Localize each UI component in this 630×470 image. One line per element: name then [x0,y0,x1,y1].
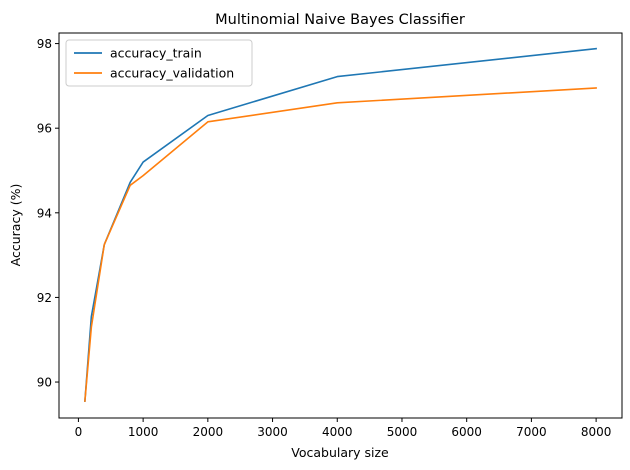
legend-label: accuracy_validation [110,66,234,81]
x-tick-label: 0 [75,425,83,439]
legend-box [65,39,253,87]
y-tick-label: 94 [37,206,52,220]
x-tick-label: 5000 [387,425,418,439]
chart-title: Multinomial Naive Bayes Classifier [215,12,465,28]
x-tick-label: 6000 [451,425,482,439]
legend-label: accuracy_train [110,46,202,61]
series-line-accuracy-train [84,47,597,402]
x-tick-label: 1000 [128,425,159,439]
y-tick-label: 92 [37,291,52,305]
x-tick-label: 7000 [516,425,547,439]
x-axis-label: Vocabulary size [291,445,389,460]
y-tick-label: 98 [37,37,52,51]
series-layer [84,47,597,402]
x-tick-label: 2000 [193,425,224,439]
y-axis-label: Accuracy (%) [8,184,23,267]
y-axis: 90 92 94 96 98 [37,37,59,390]
y-tick-label: 96 [37,122,52,136]
x-tick-label: 4000 [322,425,353,439]
x-tick-label: 8000 [581,425,612,439]
plot-frame [58,32,623,419]
x-axis: 0 1000 2000 3000 4000 5000 6000 7000 8000 [75,418,612,439]
series-line-accuracy-validation [84,87,597,402]
legend: accuracy_train accuracy_validation [65,39,253,87]
y-tick-label: 90 [37,376,52,390]
x-tick-label: 3000 [257,425,288,439]
